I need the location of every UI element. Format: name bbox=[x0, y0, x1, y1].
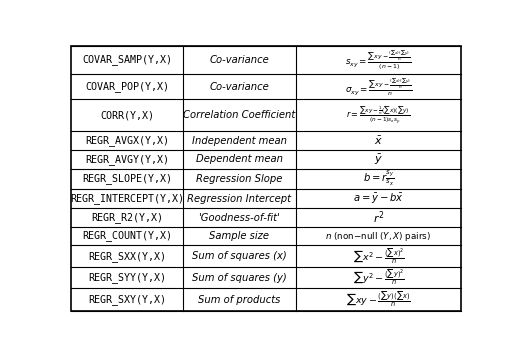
Text: $\bar{x}$: $\bar{x}$ bbox=[374, 135, 383, 147]
Text: Regression Intercept: Regression Intercept bbox=[188, 194, 292, 204]
Text: REGR_INTERCEPT(Y,X): REGR_INTERCEPT(Y,X) bbox=[70, 193, 184, 204]
Text: REGR_AVGX(Y,X): REGR_AVGX(Y,X) bbox=[85, 135, 169, 146]
Text: Sample size: Sample size bbox=[209, 231, 269, 241]
Text: Sum of squares (y): Sum of squares (y) bbox=[192, 273, 287, 282]
Text: REGR_SXY(Y,X): REGR_SXY(Y,X) bbox=[88, 294, 166, 305]
Text: Dependent mean: Dependent mean bbox=[196, 154, 283, 165]
Text: REGR_SLOPE(Y,X): REGR_SLOPE(Y,X) bbox=[82, 173, 172, 184]
Text: $r = \frac{\sum xy - \frac{1}{n}(\sum x)(\sum y)}{(n-1)s_x s_y}$: $r = \frac{\sum xy - \frac{1}{n}(\sum x)… bbox=[347, 104, 411, 126]
Text: $b = r\frac{s_y}{s_x}$: $b = r\frac{s_y}{s_x}$ bbox=[363, 169, 394, 188]
Text: REGR_SXX(Y,X): REGR_SXX(Y,X) bbox=[88, 251, 166, 262]
Text: Correlation Coefficient: Correlation Coefficient bbox=[183, 110, 295, 120]
Text: $\bar{y}$: $\bar{y}$ bbox=[374, 152, 383, 167]
Text: Sum of products: Sum of products bbox=[198, 295, 281, 304]
Text: 'Goodness-of-fit': 'Goodness-of-fit' bbox=[198, 212, 280, 223]
Text: $n\ \mathrm{(non{-}null}\ (Y,X)\ \mathrm{pairs)}$: $n\ \mathrm{(non{-}null}\ (Y,X)\ \mathrm… bbox=[325, 229, 431, 242]
Text: REGR_AVGY(Y,X): REGR_AVGY(Y,X) bbox=[85, 154, 169, 165]
Text: $\sum xy - \frac{(\sum y)(\sum x)}{n}$: $\sum xy - \frac{(\sum y)(\sum x)}{n}$ bbox=[346, 290, 411, 309]
Text: $\sum x^2 - \frac{(\sum x)^2}{n}$: $\sum x^2 - \frac{(\sum x)^2}{n}$ bbox=[353, 246, 405, 266]
Text: REGR_COUNT(Y,X): REGR_COUNT(Y,X) bbox=[82, 230, 172, 241]
Text: CORR(Y,X): CORR(Y,X) bbox=[100, 110, 154, 120]
Text: Co-variance: Co-variance bbox=[209, 55, 269, 65]
Text: Regression Slope: Regression Slope bbox=[196, 174, 282, 184]
Text: $a = \bar{y} - b\bar{x}$: $a = \bar{y} - b\bar{x}$ bbox=[353, 192, 404, 206]
Text: Sum of squares (x): Sum of squares (x) bbox=[192, 251, 287, 261]
Text: Independent mean: Independent mean bbox=[192, 136, 287, 146]
Text: Co-variance: Co-variance bbox=[209, 81, 269, 92]
Text: REGR_SYY(Y,X): REGR_SYY(Y,X) bbox=[88, 272, 166, 283]
Text: COVAR_POP(Y,X): COVAR_POP(Y,X) bbox=[85, 81, 169, 92]
Text: COVAR_SAMP(Y,X): COVAR_SAMP(Y,X) bbox=[82, 55, 172, 65]
Text: REGR_R2(Y,X): REGR_R2(Y,X) bbox=[91, 212, 163, 223]
Text: $\sum y^2 - \frac{(\sum y)^2}{n}$: $\sum y^2 - \frac{(\sum y)^2}{n}$ bbox=[353, 268, 405, 287]
Text: $s_{xy} = \frac{\sum xy - \frac{(\sum x)(\sum y)}{n}}{(n-1)}$: $s_{xy} = \frac{\sum xy - \frac{(\sum x)… bbox=[346, 48, 411, 72]
Text: $\sigma_{xy} = \frac{\sum xy - \frac{(\sum x)(\sum y)}{n}}{n}$: $\sigma_{xy} = \frac{\sum xy - \frac{(\s… bbox=[345, 76, 412, 97]
Text: $r^2$: $r^2$ bbox=[373, 209, 384, 226]
